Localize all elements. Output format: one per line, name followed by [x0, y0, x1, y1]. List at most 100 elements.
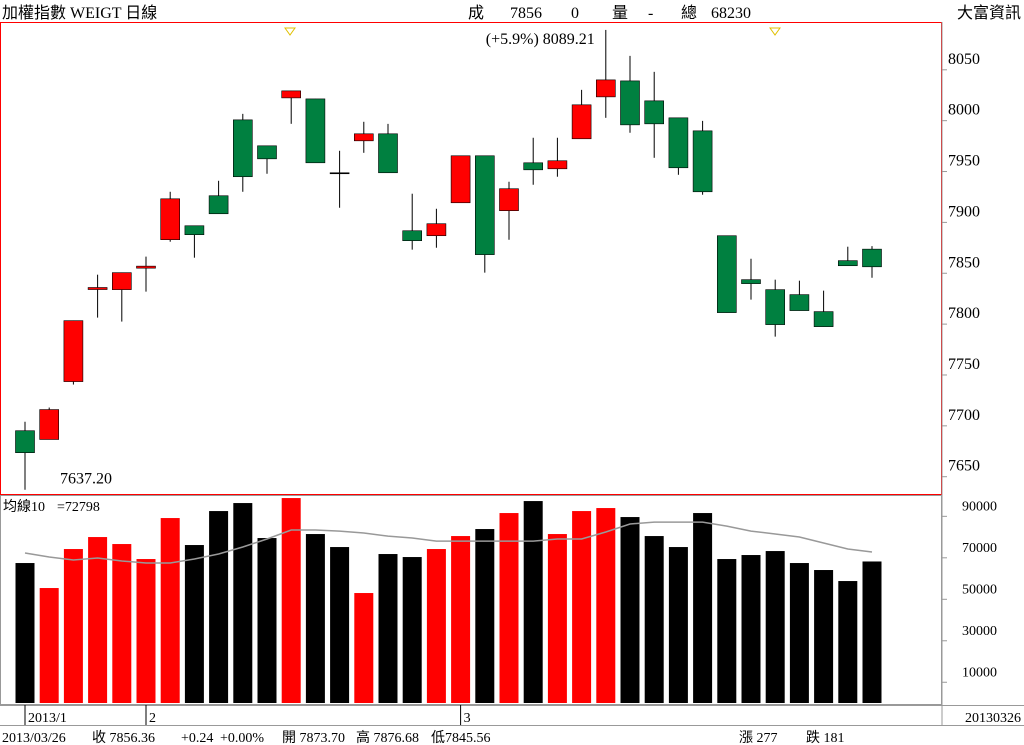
y-tick-label: 7900 [948, 203, 980, 220]
volume-bar [523, 501, 543, 703]
y-tick-label: 7700 [948, 407, 980, 424]
candle-body [595, 79, 616, 98]
volume-bar [402, 557, 422, 703]
status-item: 高 7876.68 [356, 729, 419, 745]
y-tick-label: 50000 [962, 582, 997, 597]
candle-body [160, 198, 180, 240]
candle-body [668, 117, 689, 169]
volume-bar [862, 561, 882, 703]
volume-bar [765, 551, 785, 703]
status-item: 2013/03/26 [2, 731, 66, 745]
volume-bar [209, 511, 229, 703]
volume-bar [354, 593, 374, 703]
candle-body [547, 160, 568, 170]
status-item: 收 7856.36 [92, 730, 155, 745]
header-item: 總 [681, 4, 697, 22]
volume-bar [789, 563, 809, 703]
marker [284, 27, 296, 36]
volume-bar [741, 555, 761, 703]
x-tick-label: 3 [464, 711, 471, 726]
candle-body [329, 172, 350, 175]
volume-bar [136, 559, 156, 703]
candle-body [87, 287, 108, 290]
candle-body [378, 133, 398, 174]
status-item: +0.24 [181, 731, 213, 745]
candle-body [281, 90, 302, 99]
volume-bar [426, 549, 446, 703]
volume-bar [160, 518, 180, 703]
header-item: 成 [468, 4, 484, 22]
header-item: 68230 [711, 5, 751, 22]
volume-bar [378, 554, 398, 703]
volume-bar [717, 559, 737, 703]
candle-body [862, 248, 882, 268]
candle-body [233, 119, 253, 178]
volume-bar [257, 538, 277, 703]
y-tick-label: 90000 [962, 499, 997, 514]
header-item: - [648, 5, 653, 22]
candle-body [353, 133, 374, 142]
candle-body [571, 104, 592, 140]
candle-body [765, 289, 786, 325]
candle-body [15, 430, 35, 454]
candle-body [208, 195, 229, 215]
volume-bar [451, 536, 471, 703]
header-item: 7856 [510, 5, 542, 22]
candle-body [644, 100, 665, 125]
y-tick-label: 10000 [962, 665, 997, 680]
volume-bar [112, 544, 132, 703]
annotation: (+5.9%) 8089.21 [486, 31, 595, 48]
volume-bar [644, 536, 664, 703]
volume-bar [305, 534, 325, 703]
annotation: 7637.20 [60, 471, 112, 488]
ma-name: 均線10 [3, 499, 45, 515]
y-tick-label: 8050 [948, 51, 980, 68]
y-tick-label: 7950 [948, 153, 980, 170]
volume-bar [693, 513, 713, 703]
volume-bar [814, 570, 834, 703]
y-tick-label: 70000 [962, 541, 997, 556]
y-tick-label: 7800 [948, 305, 980, 322]
end-date: 20130326 [965, 711, 1021, 726]
y-tick-label: 7750 [948, 356, 980, 373]
header-item: 量 [612, 5, 628, 22]
volume-bar [233, 503, 253, 703]
volume-bar [63, 549, 83, 703]
volume-bar [15, 563, 35, 703]
volume-bar [547, 534, 567, 703]
candle-body [741, 279, 761, 284]
volume-bar [184, 545, 204, 703]
status-item: 跌 181 [806, 730, 845, 745]
volume-bar [620, 517, 640, 703]
volume-bar [596, 508, 616, 703]
y-tick-label: 30000 [962, 624, 997, 639]
x-tick-label: 2013/1 [28, 711, 67, 726]
y-tick-label: 7850 [948, 254, 980, 271]
volume-bar [330, 547, 350, 703]
marker [769, 27, 781, 36]
source: 大富資訊 [957, 4, 1021, 22]
candle-body [692, 130, 713, 193]
candle-body [620, 80, 640, 126]
candle-body [789, 294, 810, 311]
volume-bar [668, 547, 688, 703]
volume-bar [88, 537, 108, 703]
candle-body [257, 145, 277, 160]
ma-value: =72798 [57, 500, 100, 515]
candle-body [523, 162, 544, 171]
x-tick-label: 2 [149, 711, 156, 726]
status-item: 低7845.56 [431, 730, 491, 745]
y-tick-label: 7650 [948, 458, 980, 475]
candle-body [450, 155, 471, 204]
volume-bar [838, 581, 858, 703]
y-tick-label: 8000 [948, 102, 980, 119]
volume-bar [281, 498, 301, 703]
candle-body [39, 409, 60, 440]
volume-bar [39, 588, 59, 703]
candle-body [426, 223, 447, 237]
candle-body [136, 265, 156, 269]
status-item: +0.00% [220, 731, 264, 745]
title: 加權指數 WEIGT 日線 [2, 4, 157, 22]
candle-body [813, 311, 834, 327]
status-item: 漲 277 [739, 730, 778, 745]
